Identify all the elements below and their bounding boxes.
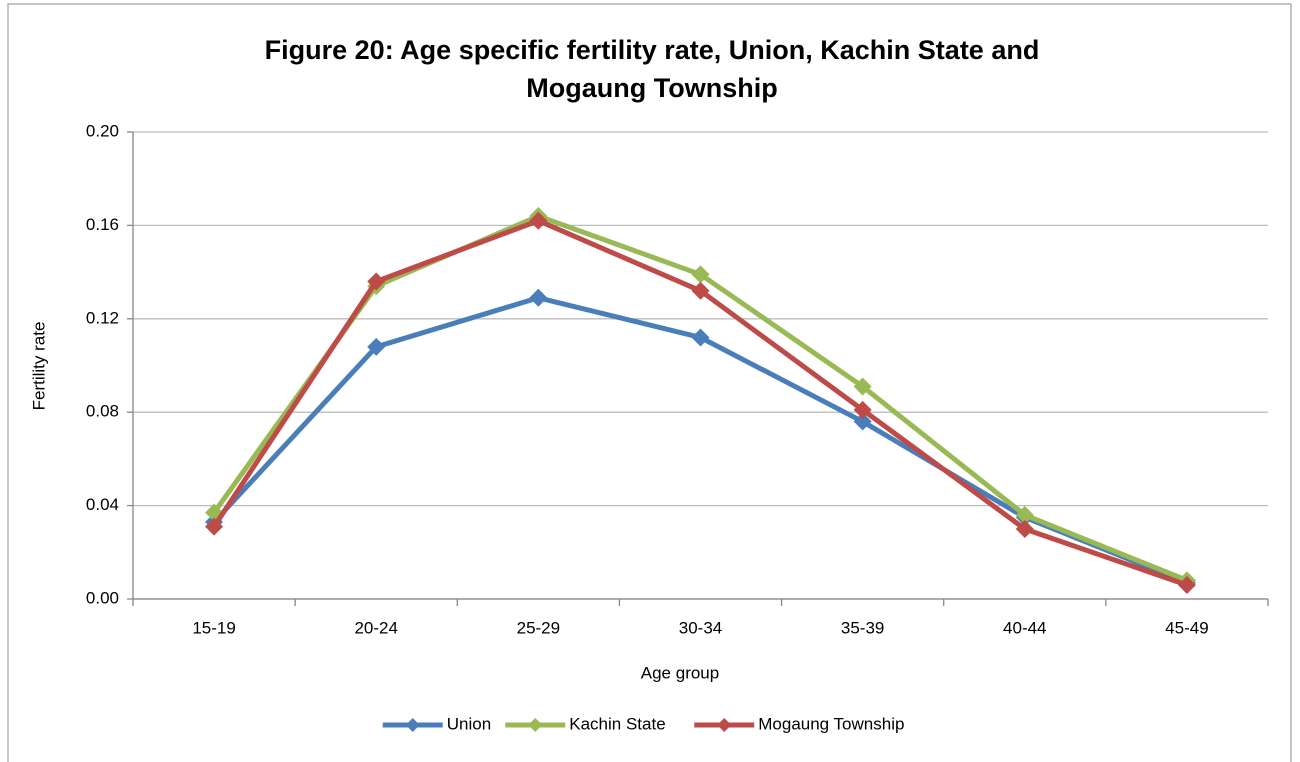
- point-marker: [853, 412, 872, 431]
- x-tick-label: 40-44: [1003, 618, 1046, 637]
- chart-title: Mogaung Township: [526, 73, 777, 103]
- legend-label: Mogaung Township: [758, 714, 904, 733]
- x-tick-label: 25-29: [517, 618, 560, 637]
- point-marker: [529, 288, 548, 307]
- x-tick-label: 30-34: [679, 618, 722, 637]
- y-tick-label: 0.16: [86, 215, 119, 234]
- point-marker: [853, 377, 872, 396]
- y-tick-label: 0.08: [86, 402, 119, 421]
- legend-label: Kachin State: [569, 714, 665, 733]
- y-tick-label: 0.20: [86, 121, 119, 140]
- point-marker: [205, 517, 224, 536]
- point-marker: [1015, 519, 1034, 538]
- y-axis-label: Fertility rate: [29, 322, 48, 411]
- chart-title: Figure 20: Age specific fertility rate, …: [265, 35, 1040, 65]
- point-marker: [1177, 575, 1196, 594]
- point-marker: [691, 281, 710, 300]
- chart-frame: [7, 3, 1292, 762]
- y-tick-label: 0.04: [86, 495, 119, 514]
- point-marker: [367, 337, 386, 356]
- x-axis-label: Age group: [641, 663, 719, 682]
- point-marker: [691, 328, 710, 347]
- legend-marker: [405, 718, 420, 732]
- x-tick-label: 45-49: [1165, 618, 1208, 637]
- point-marker: [853, 400, 872, 419]
- point-marker: [367, 272, 386, 291]
- legend-marker: [717, 718, 732, 732]
- x-tick-label: 20-24: [354, 618, 397, 637]
- y-tick-label: 0.00: [86, 588, 119, 607]
- legend-marker: [528, 718, 543, 732]
- x-tick-label: 15-19: [192, 618, 235, 637]
- y-tick-label: 0.12: [86, 308, 119, 327]
- point-marker: [529, 211, 548, 230]
- point-marker: [691, 265, 710, 284]
- x-tick-label: 35-39: [841, 618, 884, 637]
- legend-label: Union: [447, 714, 491, 733]
- point-marker: [1015, 505, 1034, 524]
